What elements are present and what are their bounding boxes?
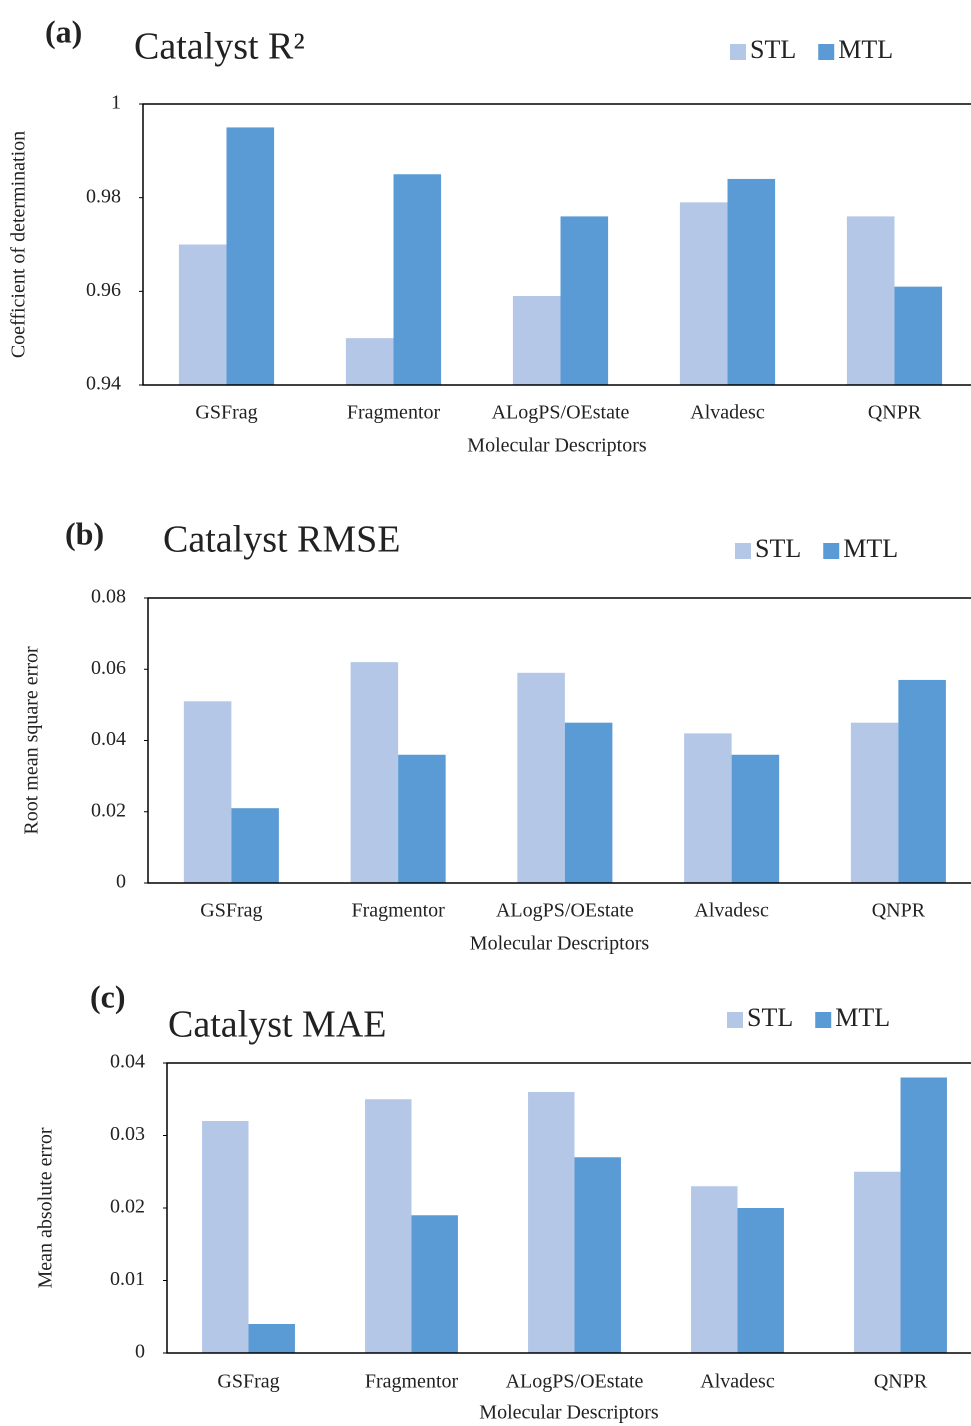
legend-swatch: [818, 44, 835, 60]
bar: [850, 722, 899, 883]
bar: [691, 1186, 738, 1353]
legend-label: MTL: [835, 1003, 890, 1032]
bar: [178, 244, 227, 385]
chart-title: Catalyst MAE: [168, 1004, 386, 1046]
bar: [731, 754, 780, 883]
legend-swatch: [823, 543, 840, 559]
y-tick-label: 0.01: [110, 1268, 145, 1290]
bar: [560, 216, 609, 385]
y-tick-label: 0: [116, 871, 126, 893]
bar: [393, 174, 442, 385]
bar: [684, 733, 732, 883]
x-tick-label: GSFrag: [195, 402, 257, 424]
x-tick-label: ALogPS/OEstate: [506, 1371, 644, 1393]
y-tick-label: 0.04: [110, 1051, 145, 1073]
x-axis-title: Molecular Descriptors: [479, 1402, 659, 1424]
y-tick-label: 1: [111, 92, 121, 114]
bar: [231, 808, 279, 883]
bar: [846, 216, 895, 385]
plot-frame: [166, 1062, 971, 1354]
x-tick-label: Alvadesc: [694, 900, 769, 922]
y-axis-title: Mean absolute error: [35, 1127, 57, 1288]
chart-title: Catalyst R²: [134, 26, 305, 68]
bar: [202, 1121, 249, 1353]
bar: [248, 1324, 295, 1353]
panel-label: (c): [90, 978, 126, 1014]
plot-frame: [147, 597, 971, 884]
chart-title: Catalyst RMSE: [163, 519, 401, 561]
x-tick-label: Fragmentor: [365, 1371, 459, 1393]
bar: [894, 286, 943, 385]
x-tick-label: GSFrag: [200, 900, 262, 922]
y-axis-title: Coefficient of determination: [8, 131, 30, 358]
bar: [900, 1077, 947, 1353]
panel-label: (b): [65, 515, 104, 551]
plot-frame: [142, 103, 971, 386]
bar: [411, 1215, 458, 1353]
y-tick-label: 0.03: [110, 1123, 145, 1145]
panel-label: (a): [45, 13, 82, 49]
y-tick-label: 0.04: [91, 728, 126, 750]
x-tick-label: GSFrag: [217, 1371, 279, 1393]
bar: [574, 1157, 621, 1353]
x-axis-title: Molecular Descriptors: [467, 435, 647, 457]
legend-swatch: [815, 1012, 832, 1028]
bar: [183, 701, 232, 883]
bar: [345, 338, 394, 385]
bar: [898, 679, 946, 883]
x-tick-label: ALogPS/OEstate: [492, 402, 630, 424]
legend-swatch: [730, 44, 746, 60]
legend-swatch: [727, 1012, 743, 1028]
y-tick-label: 0.02: [110, 1196, 145, 1218]
y-tick-label: 0.96: [86, 279, 121, 301]
legend-label: STL: [755, 534, 801, 563]
bar: [528, 1092, 575, 1353]
bar: [517, 672, 565, 883]
bar: [365, 1099, 412, 1353]
x-tick-label: QNPR: [868, 402, 922, 424]
x-tick-label: QNPR: [872, 900, 926, 922]
legend-label: STL: [747, 1003, 793, 1032]
legend-label: MTL: [838, 35, 893, 64]
x-tick-label: Alvadesc: [700, 1371, 775, 1393]
bar: [226, 127, 275, 386]
bar: [512, 296, 561, 385]
bar: [727, 178, 776, 385]
legend-label: STL: [750, 35, 796, 64]
x-tick-label: Fragmentor: [351, 900, 445, 922]
legend-swatch: [735, 543, 751, 559]
x-axis-title: Molecular Descriptors: [470, 933, 650, 955]
bar: [854, 1171, 901, 1353]
x-tick-label: Alvadesc: [690, 402, 765, 424]
legend-label: MTL: [843, 534, 898, 563]
y-tick-label: 0.94: [86, 373, 121, 395]
y-tick-label: 0.08: [91, 586, 126, 608]
y-tick-label: 0.02: [91, 799, 126, 821]
y-axis-title: Root mean square error: [21, 646, 43, 835]
x-tick-label: ALogPS/OEstate: [496, 900, 634, 922]
x-tick-label: Fragmentor: [347, 402, 441, 424]
bar: [350, 662, 399, 883]
x-tick-label: QNPR: [874, 1371, 928, 1393]
bar: [564, 722, 613, 883]
y-tick-label: 0: [135, 1341, 145, 1363]
y-tick-label: 0.06: [91, 657, 126, 679]
bar: [679, 202, 728, 385]
bar: [737, 1208, 784, 1353]
bar: [398, 754, 446, 883]
y-tick-label: 0.98: [86, 185, 121, 207]
